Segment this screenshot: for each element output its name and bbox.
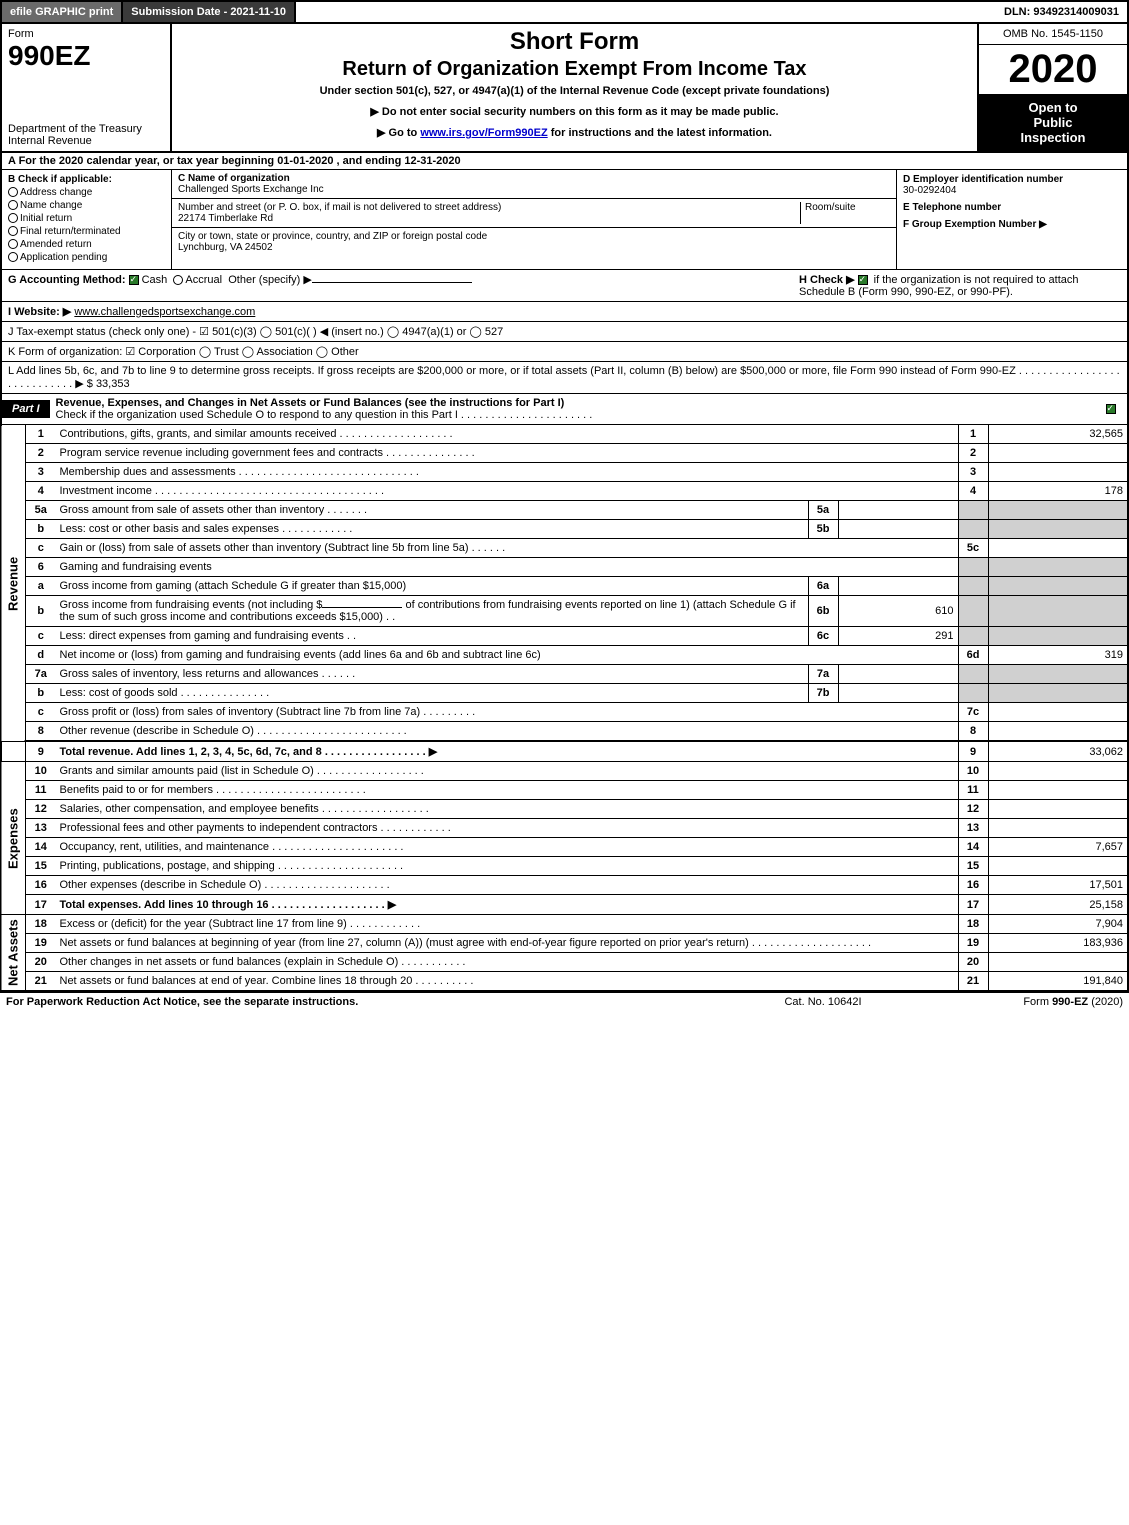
line-g-h: G Accounting Method: Cash Accrual Other … [0,270,1129,302]
side-revenue: Revenue [1,425,26,741]
side-expenses: Expenses [1,762,26,915]
cb-initial-return[interactable]: Initial return [8,213,165,224]
goto-link-line: ▶ Go to www.irs.gov/Form990EZ for instru… [180,126,969,139]
irs-link[interactable]: www.irs.gov/Form990EZ [420,127,547,139]
side-netassets: Net Assets [1,915,26,991]
cb-final-return[interactable]: Final return/terminated [8,226,165,237]
line-g: G Accounting Method: Cash Accrual Other … [8,273,791,298]
form-label: Form [8,28,164,40]
header-left: Form 990EZ Department of the Treasury In… [2,24,172,151]
line-a-tax-year: A For the 2020 calendar year, or tax yea… [0,153,1129,170]
val-6b: 610 [838,596,958,627]
warning-ssn: ▶ Do not enter social security numbers o… [180,105,969,118]
website-value: www.challengedsportsexchange.com [74,306,255,318]
gross-receipts: 33,353 [96,378,130,390]
line-i: I Website: ▶ www.challengedsportsexchang… [0,302,1129,322]
val-6c: 291 [838,627,958,646]
box-c: C Name of organization Challenged Sports… [172,170,897,269]
submission-date-button[interactable]: Submission Date - 2021-11-10 [123,2,296,22]
form-ref: Form 990-EZ (2020) [923,996,1123,1008]
box-def: D Employer identification number 30-0292… [897,170,1127,269]
cb-accrual[interactable] [173,275,183,285]
line-k: K Form of organization: ☑ Corporation ◯ … [0,342,1129,362]
val-1: 32,565 [988,425,1128,444]
header-right: OMB No. 1545-1150 2020 Open to Public In… [977,24,1127,151]
title-return: Return of Organization Exempt From Incom… [180,58,969,81]
part-i-checkbox[interactable] [1097,403,1127,415]
revenue-table: Revenue 1Contributions, gifts, grants, a… [0,425,1129,991]
org-name-cell: C Name of organization Challenged Sports… [172,170,896,199]
cat-no: Cat. No. 10642I [723,996,923,1008]
title-short-form: Short Form [180,28,969,56]
val-17: 25,158 [988,895,1128,915]
val-16: 17,501 [988,876,1128,895]
cb-name-change[interactable]: Name change [8,200,165,211]
omb-number: OMB No. 1545-1150 [979,24,1127,45]
header-center: Short Form Return of Organization Exempt… [172,24,977,151]
val-9: 33,062 [988,741,1128,762]
toolbar-spacer [296,2,996,22]
val-4: 178 [988,482,1128,501]
form-header: Form 990EZ Department of the Treasury In… [0,24,1129,153]
paperwork-notice: For Paperwork Reduction Act Notice, see … [6,996,723,1008]
group-exemption: F Group Exemption Number ▶ [903,219,1121,230]
val-21: 191,840 [988,972,1128,991]
form-number: 990EZ [8,40,164,72]
top-toolbar: efile GRAPHIC print Submission Date - 20… [0,0,1129,24]
street-address: 22174 Timberlake Rd [178,213,273,224]
page-footer: For Paperwork Reduction Act Notice, see … [0,991,1129,1011]
phone-section: E Telephone number [903,202,1121,213]
line-l: L Add lines 5b, 6c, and 7b to line 9 to … [0,362,1129,394]
part-i-header: Part I Revenue, Expenses, and Changes in… [0,394,1129,425]
org-name: Challenged Sports Exchange Inc [178,184,324,195]
cb-address-change[interactable]: Address change [8,187,165,198]
city-cell: City or town, state or province, country… [172,228,896,256]
address-cell: Number and street (or P. O. box, if mail… [172,199,896,228]
cb-cash[interactable] [129,275,139,285]
line-j: J Tax-exempt status (check only one) - ☑… [0,322,1129,342]
box-b: B Check if applicable: Address change Na… [2,170,172,269]
open-to-public: Open to Public Inspection [979,94,1127,151]
part-i-badge: Part I [2,400,50,418]
info-block: B Check if applicable: Address change Na… [0,170,1129,270]
line-h: H Check ▶ if the organization is not req… [791,273,1121,298]
tax-year: 2020 [979,45,1127,94]
cb-schedule-b[interactable] [858,275,868,285]
efile-print-button[interactable]: efile GRAPHIC print [2,2,123,22]
room-suite: Room/suite [800,202,890,224]
dln-label: DLN: 93492314009031 [996,2,1127,22]
val-19: 183,936 [988,934,1128,953]
val-6d: 319 [988,646,1128,665]
val-14: 7,657 [988,838,1128,857]
cb-pending[interactable]: Application pending [8,252,165,263]
city-state-zip: Lynchburg, VA 24502 [178,242,273,253]
box-b-label: B Check if applicable: [8,174,165,185]
subtitle: Under section 501(c), 527, or 4947(a)(1)… [180,85,969,97]
ein-section: D Employer identification number 30-0292… [903,174,1121,196]
part-i-title: Revenue, Expenses, and Changes in Net As… [50,394,1097,424]
ein-value: 30-0292404 [903,185,956,196]
department-label: Department of the Treasury Internal Reve… [8,123,164,147]
cb-amended[interactable]: Amended return [8,239,165,250]
val-18: 7,904 [988,915,1128,934]
